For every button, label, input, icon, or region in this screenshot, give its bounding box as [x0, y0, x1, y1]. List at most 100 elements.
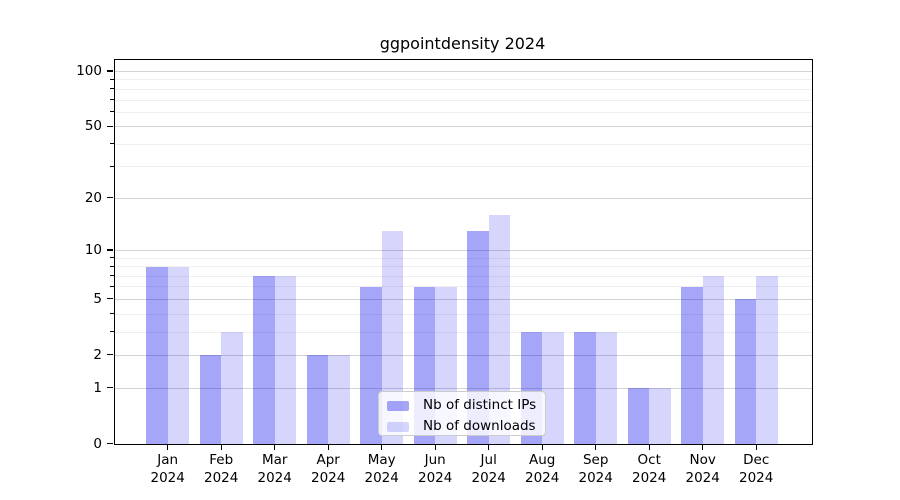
major-gridline-50 [115, 126, 812, 128]
y-axis-minor-tick-30 [110, 165, 114, 167]
y-axis-major-tick-0 [107, 442, 113, 445]
x-axis-label-jul: Jul 2024 [471, 452, 506, 486]
y-axis-major-tick-2 [107, 354, 113, 356]
bar-downloads-nov [702, 276, 725, 444]
bar-distinct-ips-may [360, 286, 382, 444]
x-axis-label-sep: Sep 2024 [578, 452, 613, 486]
bar-downloads-aug [542, 332, 564, 444]
legend-swatch-downloads [387, 421, 409, 432]
legend-label-downloads: Nb of downloads [423, 418, 536, 434]
x-axis-tick-jan [167, 444, 169, 450]
y-axis-major-tick-20 [107, 197, 113, 199]
y-axis-label-10: 10 [84, 241, 102, 258]
major-gridline-10 [115, 250, 812, 251]
major-gridline-5 [115, 298, 812, 300]
x-axis-label-nov: Nov 2024 [685, 452, 720, 486]
legend-item-downloads: Nb of downloads [387, 418, 537, 434]
y-axis-minor-tick-9 [110, 257, 114, 259]
y-axis-label-20: 20 [84, 189, 102, 206]
bar-distinct-ips-dec [734, 299, 757, 444]
x-axis-tick-feb [220, 444, 222, 450]
minor-gridline-40 [115, 143, 812, 145]
y-axis-label-5: 5 [93, 290, 102, 307]
bar-downloads-may [381, 231, 404, 444]
bar-downloads-sep [595, 332, 618, 444]
major-gridline-2 [115, 354, 812, 356]
y-axis-minor-tick-40 [110, 143, 114, 145]
bar-downloads-mar [274, 276, 297, 444]
y-axis-label-50: 50 [84, 118, 102, 135]
x-axis-tick-nov [702, 444, 704, 450]
minor-gridline-8 [115, 266, 812, 268]
bar-distinct-ips-mar [253, 276, 275, 444]
x-axis-tick-jun [434, 444, 436, 450]
minor-gridline-80 [115, 88, 812, 90]
x-axis-tick-sep [595, 444, 597, 450]
y-axis-major-tick-50 [107, 125, 113, 127]
x-axis-tick-may [381, 444, 383, 450]
y-axis-label-0: 0 [93, 435, 102, 452]
x-axis-label-oct: Oct 2024 [632, 452, 667, 486]
bar-distinct-ips-apr [306, 355, 329, 444]
x-axis-label-may: May 2024 [364, 452, 399, 486]
x-axis-label-feb: Feb 2024 [204, 452, 239, 486]
y-axis-label-2: 2 [93, 346, 102, 363]
major-gridline-20 [115, 197, 812, 199]
y-axis-minor-tick-90 [110, 78, 114, 81]
y-axis-major-tick-100 [107, 70, 113, 72]
minor-gridline-6 [115, 286, 812, 288]
bar-distinct-ips-nov [681, 286, 703, 444]
major-gridline-1 [115, 387, 812, 389]
legend-label-distinct-ips: Nb of distinct IPs [423, 397, 537, 413]
y-axis-minor-tick-7 [110, 275, 114, 277]
bar-distinct-ips-sep [574, 332, 596, 444]
y-axis-label-1: 1 [93, 379, 102, 396]
x-axis-tick-dec [755, 444, 757, 450]
plot-area [114, 59, 813, 445]
y-axis-major-tick-10 [107, 249, 113, 251]
y-axis-minor-tick-60 [110, 111, 114, 113]
minor-gridline-90 [115, 79, 812, 81]
chart-title: ggpointdensity 2024 [379, 34, 546, 53]
bar-downloads-apr [328, 355, 350, 444]
minor-gridline-9 [115, 257, 812, 259]
bar-distinct-ips-feb [199, 355, 222, 444]
x-axis-tick-oct [648, 444, 650, 450]
minor-gridline-30 [115, 166, 812, 168]
bar-distinct-ips-jul [467, 231, 489, 444]
minor-gridline-70 [115, 99, 812, 101]
x-axis-label-jun: Jun 2024 [418, 452, 453, 486]
x-axis-label-apr: Apr 2024 [311, 452, 346, 486]
legend-item-distinct-ips: Nb of distinct IPs [387, 397, 537, 413]
x-axis-tick-jul [488, 444, 490, 450]
minor-gridline-4 [115, 313, 812, 315]
bar-downloads-jan [167, 266, 190, 444]
bar-downloads-feb [221, 332, 243, 444]
y-axis-minor-tick-3 [110, 331, 114, 333]
x-axis-tick-apr [327, 444, 329, 450]
y-axis-minor-tick-80 [110, 88, 114, 90]
x-axis-label-mar: Mar 2024 [257, 452, 292, 486]
bar-downloads-dec [756, 276, 778, 444]
y-axis-minor-tick-8 [110, 265, 114, 267]
minor-gridline-60 [115, 111, 812, 113]
bar-distinct-ips-oct [627, 388, 650, 444]
legend: Nb of distinct IPs Nb of downloads [378, 391, 546, 436]
y-axis-label-100: 100 [76, 63, 102, 80]
minor-gridline-3 [115, 331, 812, 333]
y-axis-minor-tick-70 [110, 98, 114, 101]
x-axis-label-dec: Dec 2024 [739, 452, 774, 486]
x-axis-tick-mar [274, 444, 276, 450]
y-axis-major-tick-5 [107, 298, 113, 300]
y-axis-minor-tick-4 [110, 313, 114, 315]
x-axis-label-jan: Jan 2024 [150, 452, 185, 486]
bar-downloads-jul [488, 215, 511, 444]
major-gridline-100 [115, 71, 812, 73]
minor-gridline-7 [115, 275, 812, 277]
y-axis-minor-tick-6 [110, 285, 114, 288]
legend-swatch-distinct-ips [387, 400, 409, 411]
x-axis-label-aug: Aug 2024 [525, 452, 560, 486]
bar-distinct-ips-jan [146, 266, 168, 444]
bar-downloads-oct [649, 388, 671, 444]
